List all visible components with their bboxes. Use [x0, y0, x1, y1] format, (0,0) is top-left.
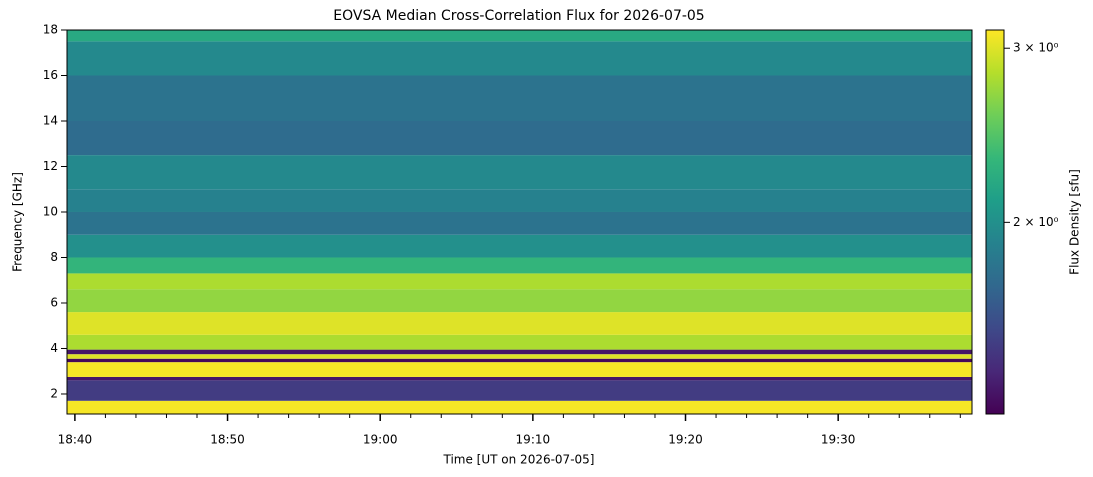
- spectrum-band: [67, 30, 972, 42]
- x-tick-label: 19:20: [668, 433, 703, 447]
- x-tick-label: 18:40: [58, 433, 93, 447]
- spectrum-band: [67, 289, 972, 313]
- colorbar-tick-label: 3 × 10⁰: [1013, 41, 1059, 55]
- spectrum-band: [67, 312, 972, 335]
- spectrum-band: [67, 349, 972, 355]
- x-axis-label: Time [UT on 2026-07-05]: [443, 453, 595, 467]
- y-tick-label: 8: [50, 250, 58, 264]
- colorbar-tick-label: 2 × 10⁰: [1013, 215, 1059, 229]
- spectrum-band: [67, 376, 972, 381]
- spectrum-band: [67, 257, 972, 274]
- spectrum-band: [67, 354, 972, 359]
- colorbar-label: Flux Density [sfu]: [1068, 169, 1082, 275]
- spectrum-band: [67, 75, 972, 121]
- x-tick-label: 19:30: [821, 433, 856, 447]
- x-tick-label: 19:00: [363, 433, 398, 447]
- spectrum-band: [67, 362, 972, 377]
- y-tick-label: 2: [50, 386, 58, 400]
- y-tick-label: 16: [43, 68, 58, 82]
- spectrum-band: [67, 380, 972, 401]
- spectrum-band: [67, 41, 972, 76]
- spectrum-band: [67, 211, 972, 235]
- spectrum-band: [67, 120, 972, 156]
- spectrum-band: [67, 334, 972, 350]
- y-axis-label: Frequency [GHz]: [11, 172, 25, 272]
- y-tick-label: 10: [43, 204, 58, 218]
- spectrum-band: [67, 189, 972, 212]
- spectrum-band: [67, 273, 972, 290]
- colorbar: [985, 29, 1005, 415]
- x-tick-label: 18:50: [210, 433, 245, 447]
- y-tick-label: 12: [43, 159, 58, 173]
- spectrum-band: [67, 155, 972, 190]
- x-tick-label: 19:10: [516, 433, 551, 447]
- spectrum-band: [67, 234, 972, 258]
- chart-title: EOVSA Median Cross-Correlation Flux for …: [333, 8, 704, 24]
- plot-frame: [66, 29, 973, 415]
- y-tick-label: 6: [50, 295, 58, 309]
- spectrum-band: [67, 358, 972, 363]
- y-tick-label: 18: [43, 23, 58, 37]
- spectrum-band: [67, 400, 972, 414]
- y-tick-label: 4: [50, 341, 58, 355]
- y-tick-label: 14: [43, 113, 58, 127]
